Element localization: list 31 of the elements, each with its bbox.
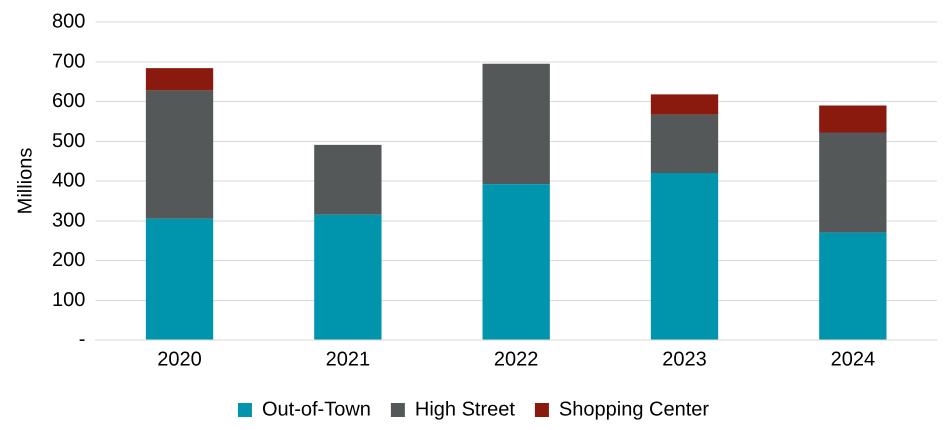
bar (146, 90, 214, 219)
bar (482, 184, 550, 340)
x-tick-label: 2023 (662, 348, 707, 371)
x-tick-label: 2024 (830, 348, 876, 371)
x-tick-label: 2020 (157, 348, 202, 371)
legend-label: High Street (414, 398, 516, 421)
bar (482, 64, 550, 184)
y-tick-label: 800 (52, 10, 86, 33)
y-tick-label: 700 (52, 50, 86, 72)
y-tick-label: 100 (52, 288, 86, 311)
y-axis-title: Millions (14, 148, 37, 214)
bar (314, 144, 382, 215)
bar (819, 232, 886, 340)
legend-label: Out-of-Town (262, 398, 371, 421)
y-tick-label: 500 (52, 130, 86, 152)
bar (650, 94, 718, 115)
legend-label: Shopping Center (558, 398, 710, 421)
y-tick-label: - (78, 328, 86, 351)
y-tick-label: 400 (52, 170, 86, 192)
bar (146, 68, 214, 90)
y-tick-label: 600 (52, 90, 86, 112)
bar (146, 218, 214, 340)
bar (650, 114, 718, 174)
bar (819, 132, 886, 233)
x-tick-label: 2022 (494, 348, 538, 371)
y-tick-label: 300 (52, 209, 86, 232)
y-tick-label: 200 (52, 249, 86, 272)
x-tick-label: 2021 (326, 348, 370, 371)
bar (650, 173, 718, 340)
bar (314, 214, 382, 340)
bar (819, 105, 886, 133)
